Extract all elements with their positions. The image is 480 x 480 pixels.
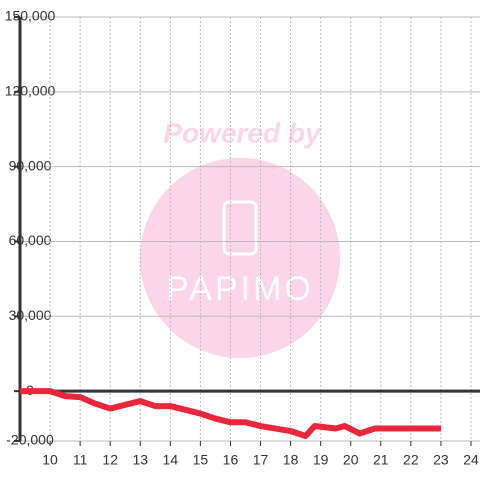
y-tick-label: -20,000 <box>6 432 54 448</box>
x-tick-label: 11 <box>73 452 88 468</box>
x-tick-label: 22 <box>403 452 419 468</box>
y-tick-label: 90,000 <box>9 157 52 173</box>
watermark-icon <box>222 200 258 256</box>
y-tick-label: 120,000 <box>5 83 56 99</box>
x-tick-label: 13 <box>132 452 148 468</box>
x-tick-label: 16 <box>223 452 239 468</box>
x-tick-label: 23 <box>433 452 449 468</box>
x-tick-label: 24 <box>463 452 479 468</box>
data-line <box>20 388 441 440</box>
x-tick-label: 12 <box>102 452 118 468</box>
x-tick-label: 18 <box>283 452 299 468</box>
x-tick-label: 20 <box>343 452 359 468</box>
y-tick-label: 60,000 <box>9 232 52 248</box>
watermark-logo: PAPIMO <box>166 270 314 308</box>
x-tick-label: 10 <box>42 452 58 468</box>
y-tick-label: 30,000 <box>9 307 52 323</box>
x-tick-label: 21 <box>373 452 389 468</box>
x-tick-label: 17 <box>253 452 269 468</box>
x-tick-label: 14 <box>163 452 179 468</box>
watermark-circle <box>140 158 340 358</box>
watermark-text: Powered by <box>163 117 322 148</box>
y-tick-label: 150,000 <box>5 8 56 24</box>
x-tick-label: 15 <box>193 452 209 468</box>
x-tick-label: 19 <box>313 452 329 468</box>
